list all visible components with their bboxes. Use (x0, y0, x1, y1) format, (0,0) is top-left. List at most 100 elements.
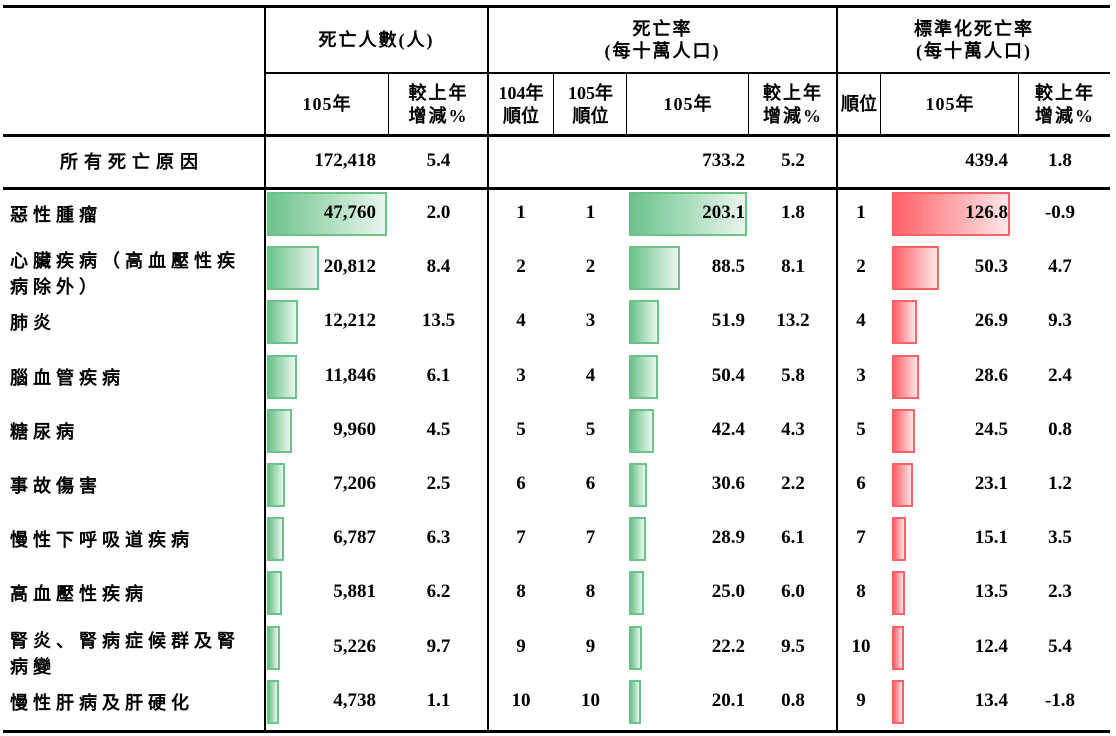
vline-h2 (553, 73, 554, 135)
deaths-bar (267, 571, 282, 616)
rate-value: 28.9 (711, 527, 745, 549)
deaths-value: 47,760 (323, 202, 376, 223)
rank-105: 1 (585, 202, 596, 223)
std-rate-value: 24.5 (974, 418, 1008, 440)
rank-105: 7 (585, 527, 596, 549)
total-label: 所有死亡原因 (60, 151, 204, 172)
deaths-value: 4,738 (333, 689, 376, 711)
cause-label: 事故傷害 (10, 476, 102, 496)
std-rate-value: 28.6 (974, 364, 1008, 386)
std-rate-bar (892, 571, 905, 616)
deaths-value: 5,226 (333, 635, 376, 657)
rule-header-bottom (3, 134, 1110, 137)
std-change: 5.4 (1048, 635, 1072, 657)
std-rate-bar (892, 246, 939, 291)
std-change: 2.3 (1048, 581, 1072, 603)
rule-header-mid (265, 72, 1110, 74)
header-deaths-change: 較上年 增減% (408, 83, 469, 126)
cause-label: 腎炎、腎病症候群及腎病變 (10, 630, 240, 677)
deaths-bar (267, 192, 387, 236)
deaths-value: 7,206 (333, 473, 376, 494)
cause-label: 高血壓性疾病 (10, 584, 148, 605)
rule-bottom (3, 730, 1110, 733)
rank-104: 7 (516, 527, 526, 549)
header-rate-change: 較上年 增減% (763, 83, 823, 126)
total-rate-change: 5.2 (781, 150, 805, 171)
std-rate-bar (892, 408, 915, 453)
deaths-value: 9,960 (333, 418, 376, 440)
std-rate-bar (892, 517, 907, 562)
rate-value: 203.1 (702, 202, 745, 223)
rate-bar (629, 679, 641, 724)
std-change: 4.7 (1048, 256, 1072, 278)
rate-value: 30.6 (711, 473, 745, 494)
rate-change: 2.2 (781, 473, 805, 494)
rate-bar (629, 192, 747, 236)
total-rate: 733.2 (702, 150, 745, 171)
rank-104: 9 (516, 635, 526, 657)
total-std-change: 1.8 (1048, 150, 1072, 171)
std-rate-value: 13.4 (974, 689, 1008, 711)
header-std-105: 105年 (925, 94, 975, 115)
std-change: -1.8 (1044, 689, 1076, 711)
rank-105: 10 (581, 689, 600, 711)
deaths-change: 6.1 (426, 364, 451, 386)
rate-bar (629, 517, 646, 562)
std-rank: 7 (856, 527, 866, 549)
std-rate-value: 13.5 (974, 581, 1008, 603)
rank-105: 8 (585, 581, 596, 603)
deaths-bar (267, 354, 297, 399)
std-change: 3.5 (1048, 527, 1072, 549)
rank-104: 6 (516, 473, 526, 494)
header-deaths-group: 死亡人數(人) (318, 29, 435, 50)
deaths-bar (267, 517, 285, 562)
rate-change: 4.3 (781, 418, 805, 440)
cause-label: 肺炎 (10, 313, 56, 334)
total-deaths-change: 5.4 (426, 150, 451, 171)
std-rank: 10 (851, 635, 871, 657)
rate-bar (629, 571, 644, 616)
std-rate-bar (892, 463, 914, 507)
rank-104: 1 (516, 202, 526, 223)
std-rank: 5 (856, 418, 866, 440)
std-rate-bar (892, 679, 905, 724)
std-change: 9.3 (1048, 310, 1072, 332)
deaths-bar (267, 408, 293, 453)
rank-104: 8 (516, 581, 526, 603)
rate-change: 13.2 (776, 310, 810, 332)
cause-label: 惡性腫瘤 (10, 205, 102, 225)
rank-105: 5 (585, 418, 596, 440)
std-rate-value: 26.9 (974, 310, 1008, 332)
header-std-rank: 順位 (841, 94, 877, 115)
rank-105: 4 (585, 364, 596, 386)
rate-bar (629, 625, 642, 670)
deaths-bar (267, 246, 320, 291)
header-rate-group: 死亡率 (每十萬人口) (604, 18, 721, 62)
deaths-value: 6,787 (333, 527, 376, 549)
rate-change: 8.1 (781, 256, 805, 278)
rank-105: 9 (585, 635, 596, 657)
deaths-change: 2.5 (426, 473, 451, 494)
std-change: 0.8 (1048, 418, 1072, 440)
std-rank: 4 (856, 310, 866, 332)
vline-1 (264, 5, 266, 733)
rate-change: 5.8 (781, 364, 805, 386)
deaths-change: 6.3 (426, 527, 451, 549)
std-rate-bar (892, 300, 918, 345)
rate-bar (629, 354, 659, 399)
deaths-change: 1.1 (426, 689, 451, 711)
rate-value: 50.4 (711, 364, 745, 386)
rate-bar (629, 300, 660, 345)
rate-change: 0.8 (781, 689, 805, 711)
std-rank: 2 (856, 256, 866, 278)
deaths-value: 12,212 (323, 310, 376, 332)
rank-104: 5 (516, 418, 526, 440)
std-rate-value: 50.3 (974, 256, 1008, 278)
rank-104: 2 (516, 256, 526, 278)
header-rate-105: 105年 (663, 94, 713, 115)
rate-bar (629, 408, 654, 453)
vline-h1 (388, 73, 389, 135)
std-rank: 8 (856, 581, 866, 603)
vline-h6 (1018, 73, 1019, 135)
